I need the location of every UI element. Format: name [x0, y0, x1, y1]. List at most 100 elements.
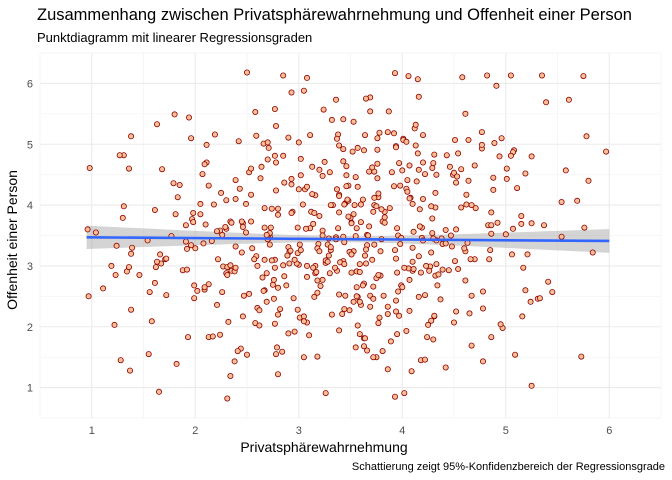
data-point [194, 287, 201, 294]
data-point [522, 170, 529, 177]
data-point [484, 72, 491, 79]
data-point [522, 287, 529, 294]
data-point [471, 162, 478, 169]
data-point [163, 292, 170, 299]
data-point [100, 285, 107, 292]
data-point [174, 194, 181, 201]
data-point [332, 96, 339, 103]
data-point [406, 162, 413, 169]
data-point [243, 69, 250, 76]
data-point [322, 390, 329, 397]
data-point [240, 292, 247, 299]
data-point [249, 245, 256, 252]
data-point [294, 306, 301, 313]
data-point [479, 305, 486, 312]
data-point [333, 135, 340, 142]
data-point [450, 169, 457, 176]
data-point [524, 251, 531, 258]
data-point [431, 312, 438, 319]
data-point [370, 283, 377, 290]
data-point [288, 89, 295, 96]
data-point [184, 334, 191, 341]
data-point [271, 320, 278, 327]
data-point [182, 222, 189, 229]
data-point [224, 395, 231, 402]
data-point [353, 293, 360, 300]
data-point [391, 393, 398, 400]
data-point [172, 211, 179, 218]
data-point [412, 142, 419, 149]
data-point [108, 262, 115, 269]
data-point [352, 344, 359, 351]
data-point [343, 172, 350, 179]
data-point [254, 262, 261, 269]
data-point [280, 72, 287, 79]
y-tick-label: 2 [27, 322, 33, 334]
data-point [182, 238, 189, 245]
data-point [583, 133, 590, 140]
data-point [218, 189, 225, 196]
data-point [248, 191, 255, 198]
data-point [346, 307, 353, 314]
data-point [541, 222, 548, 229]
data-point [263, 298, 270, 305]
data-point [381, 219, 388, 226]
data-point [319, 232, 326, 239]
data-point [314, 277, 321, 284]
data-point [430, 336, 437, 343]
data-point [446, 163, 453, 170]
data-point [428, 203, 435, 210]
data-point [384, 303, 391, 310]
data-point [316, 166, 323, 173]
data-point [455, 265, 462, 272]
data-point [356, 298, 363, 305]
y-axis-title: Offenheit einer Person [4, 170, 20, 310]
data-point [496, 153, 503, 160]
data-point [269, 281, 276, 288]
data-point [190, 219, 197, 226]
data-point [252, 109, 259, 116]
data-point [228, 219, 235, 226]
data-point [336, 192, 343, 199]
data-point [508, 251, 515, 258]
data-point [155, 388, 162, 395]
data-point [151, 206, 158, 213]
data-point [479, 288, 486, 295]
data-point [113, 242, 120, 249]
data-point [197, 200, 204, 207]
data-point [327, 244, 334, 251]
data-point [417, 269, 424, 276]
data-point [225, 318, 232, 325]
data-point [404, 177, 411, 184]
data-point [84, 226, 91, 233]
data-point [336, 291, 343, 298]
data-point [232, 264, 239, 271]
data-point [300, 87, 307, 94]
data-point [267, 224, 274, 231]
data-points [84, 69, 610, 402]
y-tick-label: 4 [27, 200, 33, 212]
data-point [392, 297, 399, 304]
data-point [303, 183, 310, 190]
data-point [497, 321, 504, 328]
data-point [336, 327, 343, 334]
data-point [466, 310, 473, 317]
data-point [488, 222, 495, 229]
data-point [391, 70, 398, 77]
data-point [251, 256, 258, 263]
data-point [371, 194, 378, 201]
data-point [192, 245, 199, 252]
data-point [272, 123, 279, 130]
x-tick-label: 6 [606, 425, 612, 437]
data-point [348, 251, 355, 258]
data-point [197, 211, 204, 218]
data-point [384, 129, 391, 136]
data-point [394, 225, 401, 232]
data-point [433, 171, 440, 178]
data-point [409, 244, 416, 251]
data-point [281, 273, 288, 280]
data-point [271, 106, 278, 113]
data-point [421, 292, 428, 299]
data-point [378, 206, 385, 213]
data-point [429, 215, 436, 222]
